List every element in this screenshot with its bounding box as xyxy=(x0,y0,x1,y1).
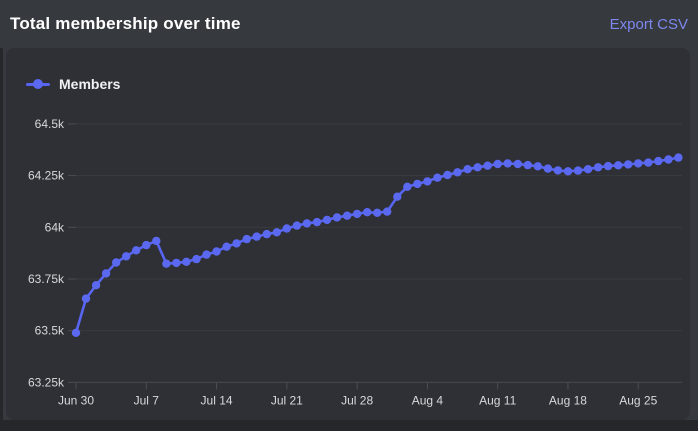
members-series-marker-icon xyxy=(26,79,50,89)
data-point[interactable] xyxy=(413,179,422,189)
data-point[interactable] xyxy=(523,160,532,170)
data-point[interactable] xyxy=(192,254,201,264)
y-axis-label: 63.25k xyxy=(28,375,65,389)
data-point[interactable] xyxy=(483,161,492,170)
data-point[interactable] xyxy=(403,182,412,191)
data-point[interactable] xyxy=(242,234,251,244)
data-point[interactable] xyxy=(262,229,271,239)
data-point[interactable] xyxy=(202,250,211,259)
data-point[interactable] xyxy=(463,165,472,174)
page-title: Total membership over time xyxy=(10,14,241,33)
export-csv-link[interactable]: Export CSV xyxy=(609,15,688,33)
membership-chart-card: Members 63.25k 63.5k 63.75k 64k 64.25k 64.5k J… xyxy=(6,48,690,420)
members-series-line xyxy=(74,156,680,335)
data-point[interactable] xyxy=(503,159,512,168)
data-point[interactable] xyxy=(393,192,402,201)
data-point[interactable] xyxy=(624,160,633,169)
panel-header: Total membership over time Export CSV xyxy=(0,0,698,48)
data-point[interactable] xyxy=(352,209,362,219)
data-point[interactable] xyxy=(533,162,542,171)
data-point[interactable] xyxy=(132,246,141,255)
membership-line-chart[interactable]: 63.25k 63.5k 63.75k 64k 64.25k 64.5k Jun 30 Jul… xyxy=(6,48,690,420)
data-point[interactable] xyxy=(373,208,382,217)
data-point[interactable] xyxy=(322,215,332,225)
data-point[interactable] xyxy=(162,259,171,268)
x-axis-label: Jun 30 xyxy=(58,393,94,407)
page-left-edge xyxy=(0,48,3,431)
x-axis-label: Jul 21 xyxy=(271,393,303,407)
data-point[interactable] xyxy=(142,240,151,250)
data-point[interactable] xyxy=(634,159,643,168)
y-axis-label: 63.5k xyxy=(35,324,65,338)
data-point[interactable] xyxy=(112,258,121,267)
data-point[interactable] xyxy=(152,236,161,246)
data-point[interactable] xyxy=(583,165,593,174)
x-axis-label: Jul 28 xyxy=(341,393,373,407)
data-point[interactable] xyxy=(664,155,673,164)
data-point[interactable] xyxy=(543,164,553,173)
data-point[interactable] xyxy=(493,159,502,169)
x-axis-label: Aug 11 xyxy=(479,393,516,407)
y-axis-label: 64.25k xyxy=(28,169,65,183)
data-point[interactable] xyxy=(513,159,522,169)
data-point[interactable] xyxy=(553,166,563,175)
y-axis-label: 64.5k xyxy=(35,117,65,131)
data-point[interactable] xyxy=(272,228,281,237)
data-point[interactable] xyxy=(433,173,442,182)
data-point[interactable] xyxy=(222,242,231,251)
data-point[interactable] xyxy=(453,168,462,177)
y-axis-label: 64k xyxy=(45,220,65,234)
data-point[interactable] xyxy=(212,247,221,256)
data-point[interactable] xyxy=(81,294,91,303)
data-point[interactable] xyxy=(563,167,573,176)
data-point[interactable] xyxy=(674,153,683,162)
data-point[interactable] xyxy=(232,239,241,248)
legend-members-label: Members xyxy=(59,76,121,92)
data-point[interactable] xyxy=(332,213,342,222)
x-axis-label: Jul 7 xyxy=(134,393,160,407)
y-axis-label: 63.75k xyxy=(28,272,65,286)
data-point[interactable] xyxy=(593,163,603,172)
chart-legend: Members xyxy=(26,76,120,92)
data-point[interactable] xyxy=(282,224,291,233)
data-point[interactable] xyxy=(614,161,623,170)
data-point[interactable] xyxy=(302,219,312,228)
data-point[interactable] xyxy=(182,257,191,266)
data-point[interactable] xyxy=(443,170,452,180)
x-axis-label: Jul 14 xyxy=(201,393,233,407)
data-point[interactable] xyxy=(342,211,352,220)
page-bottom-edge xyxy=(0,420,698,431)
data-point[interactable] xyxy=(292,221,302,230)
data-point[interactable] xyxy=(122,252,131,261)
data-point[interactable] xyxy=(644,158,653,167)
data-point[interactable] xyxy=(603,161,613,171)
data-point[interactable] xyxy=(383,207,392,216)
data-point[interactable] xyxy=(312,217,322,227)
x-axis-label: Aug 4 xyxy=(412,393,444,407)
data-point[interactable] xyxy=(101,269,111,278)
data-point[interactable] xyxy=(473,163,482,172)
data-point[interactable] xyxy=(654,156,663,166)
data-point[interactable] xyxy=(71,328,81,337)
x-axis-label: Aug 18 xyxy=(549,393,587,407)
data-point[interactable] xyxy=(172,258,181,268)
data-point[interactable] xyxy=(91,281,101,290)
data-point[interactable] xyxy=(423,177,432,186)
x-axis-label: Aug 25 xyxy=(619,393,657,407)
data-point[interactable] xyxy=(252,232,261,241)
data-point[interactable] xyxy=(573,166,583,175)
data-point[interactable] xyxy=(363,208,372,217)
